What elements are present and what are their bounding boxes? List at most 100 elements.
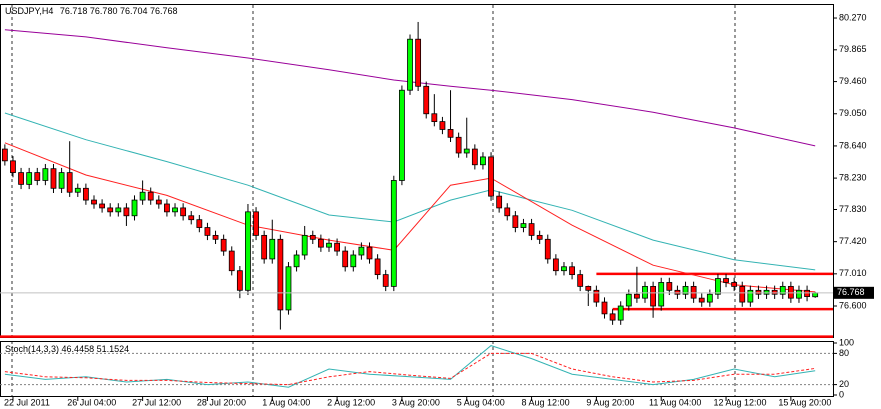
candle-body [585, 285, 592, 291]
candle-body [107, 207, 114, 213]
candle-body [747, 289, 754, 303]
x-tick-label: 5 Aug 04:00 [457, 397, 505, 407]
candle-body [609, 313, 616, 321]
candle-body [512, 215, 519, 228]
candle-body [682, 285, 689, 295]
x-tick-label: 27 Jul 12:00 [132, 397, 181, 407]
candle-body [236, 270, 243, 291]
candle-body [690, 285, 697, 299]
candle-body [658, 282, 665, 307]
stoch-frame [0, 341, 834, 397]
candle-body [317, 238, 324, 248]
candle-body [625, 293, 632, 307]
candle-body [382, 274, 389, 287]
candle-body [220, 238, 227, 252]
candle-body [82, 187, 89, 201]
candle-body [147, 191, 154, 201]
candle-body [552, 258, 559, 272]
candle-body [115, 207, 122, 213]
candle-body [447, 129, 454, 138]
y-tick-label: 77.420 [839, 236, 867, 246]
candle-body [293, 254, 300, 268]
candle-body [593, 289, 600, 303]
candle-body [463, 148, 470, 154]
y-tick-label: 78.230 [839, 172, 867, 182]
main-header: USDJPY,H4 76.718 76.780 76.704 76.768 [5, 6, 178, 16]
candle-body [577, 274, 584, 287]
candle-body [245, 211, 251, 291]
candle-body [26, 172, 33, 185]
day-separators [11, 5, 736, 397]
candle-body [10, 160, 16, 174]
candle-body [358, 246, 365, 256]
x-tick-label: 1 Aug 04:00 [262, 397, 310, 407]
y-tick-label: 76.600 [839, 300, 867, 310]
y-tick-label: 20 [839, 379, 849, 389]
candle-body [796, 289, 802, 299]
candle-body [731, 282, 738, 287]
low: 76.704 [120, 6, 148, 16]
candle-body [1, 148, 8, 162]
candle-body [196, 219, 203, 228]
candle-body [650, 285, 657, 307]
x-tick-label: 3 Aug 20:00 [392, 397, 440, 407]
candle-body [544, 238, 551, 260]
last-price-label: 76.768 [837, 287, 865, 297]
candle-body [261, 234, 268, 260]
candle-body [34, 172, 41, 181]
x-tick-label: 28 Jul 20:00 [197, 397, 246, 407]
candle-body [496, 195, 503, 209]
candle-body [407, 38, 413, 91]
x-tick-label: 9 Aug 20:00 [586, 397, 634, 407]
candle-body [155, 199, 162, 205]
x-tick-label: 8 Aug 12:00 [522, 397, 570, 407]
symbol: USDJPY,H4 [5, 6, 53, 16]
y-tick-label: 77.010 [839, 268, 867, 278]
candle-body [18, 172, 24, 185]
candle-body [561, 266, 567, 272]
stoch-line [4, 345, 816, 388]
y-tick-label: 79.865 [839, 44, 867, 54]
candle-body [58, 172, 65, 189]
candle-body [309, 234, 316, 240]
candle-body [471, 148, 478, 166]
candle-body [763, 289, 770, 295]
last-price-box [834, 286, 874, 299]
candle-body [342, 250, 349, 268]
candle-body [139, 191, 146, 201]
candle-body [812, 292, 819, 298]
candle-body [99, 203, 105, 209]
candle-body [123, 207, 130, 217]
stoch-title: Stoch(14,3,3) [5, 344, 59, 354]
candle-body [228, 250, 235, 272]
candle-body [771, 289, 778, 295]
moving-average [4, 112, 816, 271]
candle-body [172, 207, 178, 213]
y-tick-label: 77.830 [839, 204, 867, 214]
candle-body [698, 297, 705, 303]
candle-body [180, 207, 187, 217]
candle-body [634, 293, 640, 299]
y-tick-label: 79.460 [839, 76, 867, 86]
y-tick-label: 0 [839, 389, 844, 399]
candle-body [520, 223, 527, 228]
candle-body [350, 254, 357, 268]
candle-body [569, 266, 575, 276]
x-tick-label: 2 Aug 12:00 [327, 397, 375, 407]
candle-body [423, 85, 430, 115]
high: 76.780 [90, 6, 118, 16]
candle-body [374, 258, 381, 276]
x-tick-label: 22 Jul 2011 [4, 397, 50, 407]
candle-body [301, 234, 308, 256]
candle-body [439, 121, 446, 130]
candle-body [431, 113, 438, 123]
candle-body [706, 293, 713, 303]
candle-body [488, 156, 494, 197]
candle-body [164, 203, 170, 213]
candle-body [253, 211, 259, 236]
candle-body [528, 223, 535, 236]
candle-body [755, 289, 762, 295]
y-tick-label: 79.050 [839, 108, 867, 118]
candle-body [642, 285, 648, 299]
candle-body [666, 282, 673, 291]
